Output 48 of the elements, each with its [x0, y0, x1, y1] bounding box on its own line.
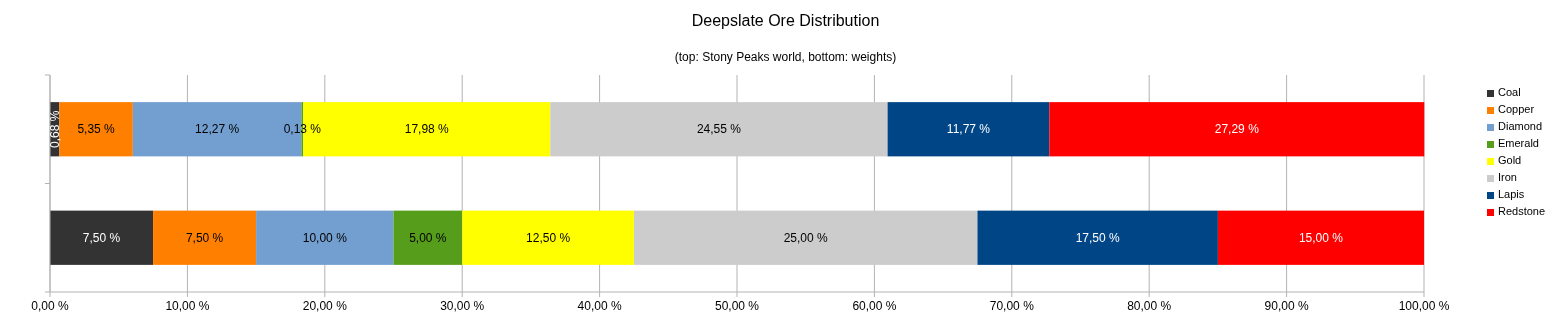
- x-tick-label: 100,00 %: [1398, 299, 1450, 313]
- x-tick-label: 40,00 %: [577, 299, 622, 313]
- legend-label: Emerald: [1498, 137, 1539, 150]
- bar: [153, 210, 257, 265]
- x-tick-label: 0,00 %: [31, 299, 70, 313]
- x-tick-label: 20,00 %: [302, 299, 348, 313]
- bar: [59, 102, 133, 157]
- bar: [887, 102, 1050, 157]
- x-tick-label: 90,00 %: [1264, 299, 1309, 313]
- x-tick-label: 30,00 %: [440, 299, 485, 313]
- legend-label: Copper: [1498, 103, 1535, 116]
- data-label: 5,00 %: [409, 230, 447, 245]
- x-tick-label: 50,00 %: [714, 299, 760, 313]
- chart-subtitle: (top: Stony Peaks world, bottom: weights): [674, 50, 897, 64]
- legend-label: Redstone: [1498, 205, 1546, 218]
- x-tick-label: 60,00 %: [852, 299, 897, 313]
- x-tick-label: 10,00 %: [165, 299, 210, 313]
- x-tick-label: 80,00 %: [1127, 299, 1172, 313]
- legend-label: Iron: [1498, 171, 1517, 184]
- bar: [977, 210, 1218, 265]
- data-label: 11,77 %: [946, 122, 991, 137]
- data-label: 15,00 %: [1298, 230, 1344, 245]
- data-label: 7,50 %: [82, 230, 121, 245]
- data-label: 10,00 %: [302, 230, 348, 245]
- bar: [1049, 102, 1425, 157]
- bar: [633, 210, 978, 265]
- data-label: 12,50 %: [526, 230, 571, 245]
- bar: [393, 210, 463, 265]
- data-label: 25,00 %: [783, 230, 829, 245]
- data-label: 12,27 %: [195, 122, 240, 137]
- legend-label: Coal: [1498, 86, 1521, 99]
- legend-label: Lapis: [1498, 188, 1525, 201]
- chart-title: Deepslate Ore Distribution: [691, 12, 880, 29]
- data-label: 0,68 %: [47, 110, 62, 148]
- data-label: 5,35 %: [77, 122, 116, 137]
- data-label: 17,98 %: [404, 122, 450, 137]
- legend-label: Gold: [1498, 154, 1522, 167]
- bar: [550, 102, 888, 157]
- x-tick-label: 70,00 %: [989, 299, 1035, 313]
- data-label: 7,50 %: [185, 230, 224, 245]
- data-label: 27,29 %: [1214, 122, 1260, 137]
- bar: [256, 210, 394, 265]
- data-label: 17,50 %: [1075, 230, 1121, 245]
- data-label: 24,55 %: [696, 122, 742, 137]
- legend-label: Diamond: [1498, 120, 1543, 133]
- bar: [50, 210, 154, 265]
- bar: [462, 210, 634, 265]
- bar: [1217, 210, 1424, 265]
